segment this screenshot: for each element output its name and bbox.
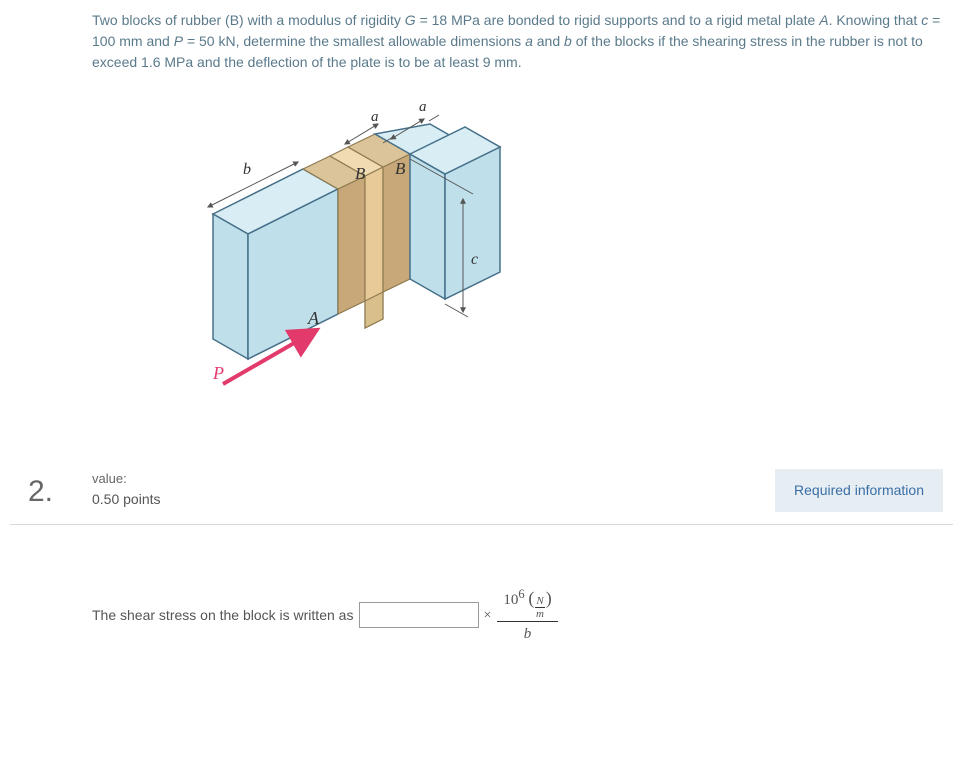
question-number: 2. — [10, 469, 66, 514]
value-label: value: — [92, 469, 775, 489]
t2: = 18 MPa are bonded to rigid supports an… — [416, 12, 820, 28]
left-support — [213, 169, 338, 359]
t4: . Knowing that — [829, 12, 922, 28]
points-label: 0.50 points — [92, 489, 775, 510]
answer-row: The shear stress on the block is written… — [92, 585, 953, 646]
var-a-plate: A — [819, 12, 828, 28]
label-B1: B — [355, 164, 366, 183]
label-p: P — [212, 363, 224, 383]
question-header: 2. value: 0.50 points Required informati… — [10, 463, 953, 525]
problem-figure: P A B B a a b c — [92, 98, 562, 438]
ten-base: 10 — [503, 592, 518, 608]
problem-text: Two blocks of rubber (B) with a modulus … — [92, 12, 405, 28]
problem-statement: Two blocks of rubber (B) with a modulus … — [92, 10, 943, 73]
times-symbol: × — [483, 605, 491, 626]
ten-exp: 6 — [518, 587, 524, 601]
t10: and — [533, 33, 564, 49]
formula-fraction: 106 (Nm) b — [497, 585, 557, 646]
required-information-button[interactable]: Required information — [775, 469, 943, 512]
t8: = 50 kN, determine the smallest allowabl… — [183, 33, 525, 49]
unit-fraction: Nm — [535, 596, 544, 620]
label-c: c — [471, 251, 478, 268]
var-g: G — [405, 12, 416, 28]
var-a: a — [525, 33, 533, 49]
answer-prompt: The shear stress on the block is written… — [92, 605, 353, 626]
shear-stress-input[interactable] — [359, 602, 479, 628]
denominator-b: b — [524, 622, 532, 646]
label-B2: B — [395, 159, 406, 178]
label-b: b — [243, 161, 251, 178]
label-a1: a — [371, 109, 379, 125]
label-a2: a — [419, 99, 427, 115]
var-p: P — [174, 33, 183, 49]
label-A: A — [307, 308, 320, 328]
var-b: b — [564, 33, 572, 49]
